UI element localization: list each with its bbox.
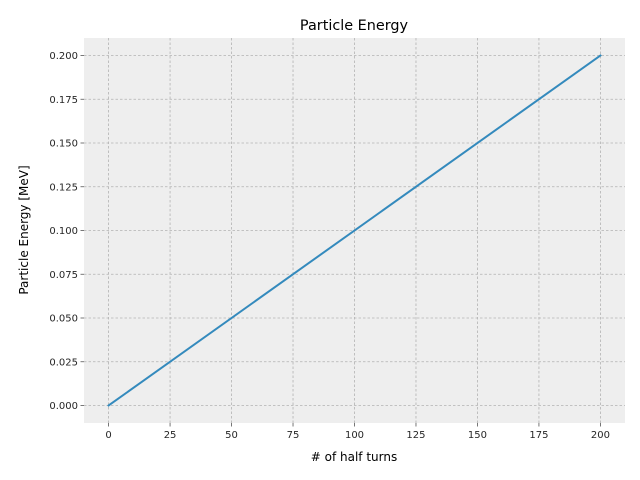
x-tick-label: 100 — [345, 430, 364, 441]
x-tick-label: 150 — [468, 430, 487, 441]
y-tick-label: 0.150 — [49, 139, 78, 150]
x-tick-label: 125 — [406, 430, 425, 441]
y-tick-label: 0.075 — [49, 270, 78, 281]
x-tick-label: 0 — [105, 430, 111, 441]
y-tick-label: 0.000 — [49, 401, 78, 412]
x-tick-label: 25 — [164, 430, 177, 441]
x-tick-label: 200 — [591, 430, 610, 441]
series-line-0 — [107, 54, 602, 407]
y-tick-label: 0.050 — [49, 314, 78, 325]
y-tick-label: 0.175 — [49, 95, 78, 106]
y-tick-label: 0.100 — [49, 226, 78, 237]
y-axis-label: Particle Energy [MeV] — [17, 165, 31, 294]
x-tick-label: 175 — [529, 430, 548, 441]
y-tick-label: 0.125 — [49, 182, 78, 193]
y-ticks: 0.000 0.025 0.050 0.075 0.100 0.125 0.150 0.175… — [49, 51, 84, 412]
series-layer — [107, 54, 602, 407]
x-tick-label: 75 — [287, 430, 300, 441]
x-ticks: 0 25 50 75 100 125 150 175 200 — [105, 423, 610, 441]
y-tick-label: 0.025 — [49, 357, 78, 368]
chart-title: Particle Energy — [300, 18, 409, 34]
y-tick-label: 0.200 — [49, 51, 78, 62]
x-axis-label: # of half turns — [311, 450, 397, 464]
x-tick-label: 50 — [225, 430, 238, 441]
